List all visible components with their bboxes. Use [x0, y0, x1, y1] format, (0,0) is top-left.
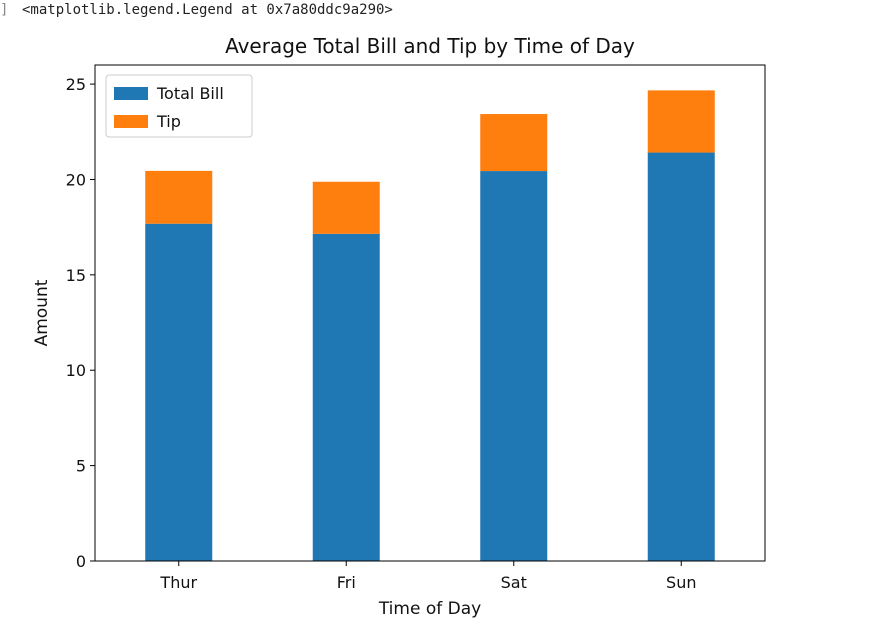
legend-label-total-bill: Total Bill [156, 84, 224, 103]
y-tick-label: 0 [76, 552, 86, 571]
bars-group [145, 90, 715, 562]
legend-swatch-total-bill [114, 87, 148, 100]
bar-total-bill-sun [647, 152, 715, 561]
x-tick-label: Thur [159, 573, 197, 592]
legend: Total Bill Tip [105, 74, 253, 138]
bar-tip-sat [480, 114, 548, 172]
y-tick-label: 20 [66, 170, 86, 189]
cell-output-text: <matplotlib.legend.Legend at 0x7a80ddc9a… [22, 2, 393, 18]
y-tick-label: 10 [66, 361, 86, 380]
legend-label-tip: Tip [156, 112, 181, 131]
bar-tip-thur [145, 170, 213, 224]
x-tick-label: Fri [337, 573, 356, 592]
y-tick-label: 15 [66, 266, 86, 285]
legend-swatch-tip [114, 115, 148, 128]
y-tick-label: 25 [66, 75, 86, 94]
chart-title: Average Total Bill and Tip by Time of Da… [225, 34, 635, 58]
y-tick-label: 5 [76, 457, 86, 476]
x-tick-label: Sat [501, 573, 527, 592]
bar-tip-fri [312, 181, 380, 234]
bar-total-bill-thur [145, 223, 213, 561]
cell-gutter-marker: ] [0, 2, 9, 18]
x-tick-label: Sun [666, 573, 696, 592]
plot-frame [94, 64, 766, 562]
bar-total-bill-fri [312, 233, 380, 562]
bar-total-bill-sat [480, 171, 548, 561]
x-axis-label: Time of Day [378, 599, 481, 619]
y-axis-label: Amount [32, 279, 52, 346]
bar-tip-sun [647, 90, 715, 153]
axes-group: 0 5 10 15 20 25 Thur Fri Sat Sun [66, 64, 766, 592]
